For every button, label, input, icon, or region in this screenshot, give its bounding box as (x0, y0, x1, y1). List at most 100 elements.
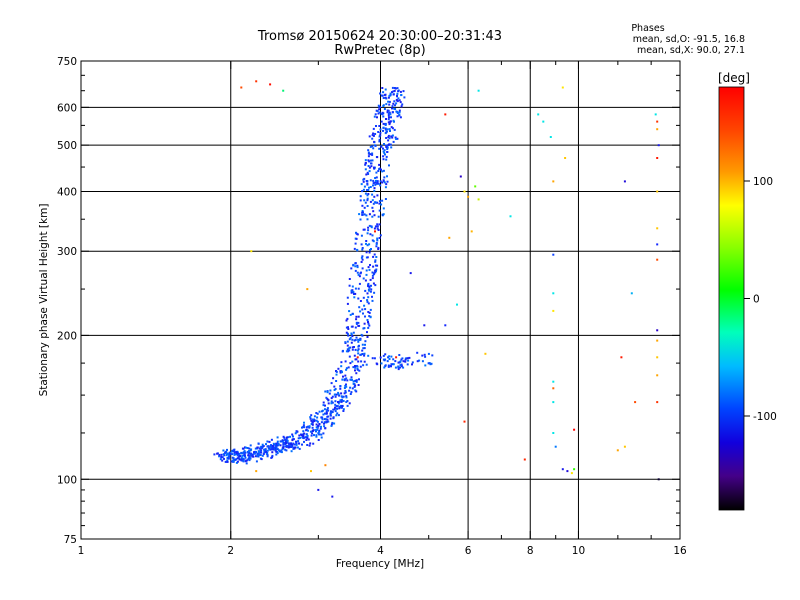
o-mode-point (371, 271, 374, 274)
o-mode-point (363, 199, 366, 202)
o-mode-point (384, 124, 387, 126)
o-mode-point (374, 260, 377, 263)
o-mode-point (378, 237, 381, 239)
o-mode-point (335, 407, 338, 410)
o-mode-point (396, 94, 398, 97)
colorbar-ticks: 100 0 -100 (744, 176, 777, 423)
o-mode-point (371, 145, 374, 148)
o-mode-point (331, 401, 334, 404)
o-mode-point (343, 387, 346, 389)
o-mode-point (347, 334, 350, 337)
o-mode-point (399, 116, 402, 119)
o-mode-point (372, 147, 375, 150)
o-mode-point (382, 147, 384, 150)
o-mode-point (291, 439, 294, 442)
outlier-point (656, 227, 659, 230)
x-tick-label: 4 (377, 545, 384, 557)
o-mode-point (365, 180, 368, 182)
o-mode-point (335, 373, 338, 376)
o-mode-point (257, 452, 259, 455)
outlier-point (552, 387, 555, 390)
o-mode-point (235, 451, 238, 454)
branch-point (383, 359, 386, 362)
o-mode-point (358, 369, 361, 372)
o-mode-point (219, 458, 222, 461)
o-mode-point (361, 349, 364, 352)
outlier-point (310, 470, 312, 473)
o-mode-point (364, 315, 366, 318)
o-mode-point (310, 434, 313, 437)
o-mode-point (246, 447, 249, 449)
o-mode-point (329, 414, 332, 417)
o-mode-point (361, 334, 364, 337)
o-mode-point (376, 264, 379, 267)
outlier-point (444, 324, 447, 327)
o-mode-point (223, 454, 226, 457)
branch-point (406, 363, 409, 366)
o-mode-point (231, 450, 234, 453)
o-mode-point (378, 138, 381, 141)
o-mode-point (363, 352, 366, 355)
o-mode-point (311, 432, 314, 435)
o-mode-point (337, 391, 340, 394)
o-mode-point (256, 446, 259, 449)
o-mode-point (345, 326, 348, 329)
o-mode-point (271, 451, 274, 454)
branch-point (427, 352, 430, 355)
o-mode-point (303, 440, 305, 443)
o-mode-point (399, 101, 402, 104)
outlier-point (656, 120, 659, 123)
o-mode-point (248, 459, 251, 462)
branch-point (411, 361, 414, 364)
o-mode-point (363, 185, 366, 188)
o-mode-point (331, 421, 334, 424)
o-mode-point (331, 395, 334, 398)
o-mode-point (361, 210, 364, 212)
o-mode-point (307, 429, 309, 432)
o-mode-point (364, 201, 367, 204)
o-mode-point (382, 105, 385, 107)
o-mode-point (392, 140, 395, 143)
o-mode-point (373, 141, 376, 144)
o-mode-point (388, 121, 391, 124)
stats-x-mode: mean, sd,X: 90.0, 27.1 (637, 45, 745, 56)
o-mode-point (287, 444, 290, 447)
o-mode-point (354, 262, 357, 265)
o-mode-point (360, 234, 363, 237)
o-mode-point (366, 171, 369, 174)
o-mode-point (260, 458, 263, 461)
branch-point (407, 359, 410, 362)
o-mode-point (371, 299, 374, 302)
o-mode-point (378, 202, 381, 205)
o-mode-point (368, 135, 371, 138)
o-mode-point (353, 339, 356, 342)
o-mode-point (330, 410, 332, 413)
o-mode-point (368, 289, 371, 292)
o-mode-point (396, 92, 399, 95)
outlier-point (448, 236, 451, 239)
o-mode-point (345, 368, 348, 371)
o-mode-point (375, 256, 378, 258)
o-mode-point (249, 449, 252, 452)
o-mode-point (366, 199, 369, 202)
o-mode-point (317, 432, 320, 435)
o-mode-point (366, 205, 369, 207)
colorbar-label: [deg] (718, 71, 750, 85)
branch-point (399, 366, 402, 369)
branch-point (424, 364, 427, 367)
o-mode-point (359, 353, 362, 356)
outlier-point (656, 374, 659, 377)
o-mode-point (369, 316, 372, 319)
o-mode-point (391, 105, 394, 108)
o-mode-point (368, 285, 371, 288)
o-mode-point (387, 134, 390, 137)
o-mode-point (380, 145, 383, 148)
o-mode-point (305, 439, 308, 441)
o-mode-point (361, 213, 364, 216)
o-mode-point (393, 100, 396, 103)
o-mode-point (375, 179, 377, 182)
y-tick-label: 400 (57, 186, 77, 198)
o-mode-point (359, 365, 362, 368)
o-mode-point (265, 451, 268, 453)
o-mode-point (337, 414, 340, 417)
